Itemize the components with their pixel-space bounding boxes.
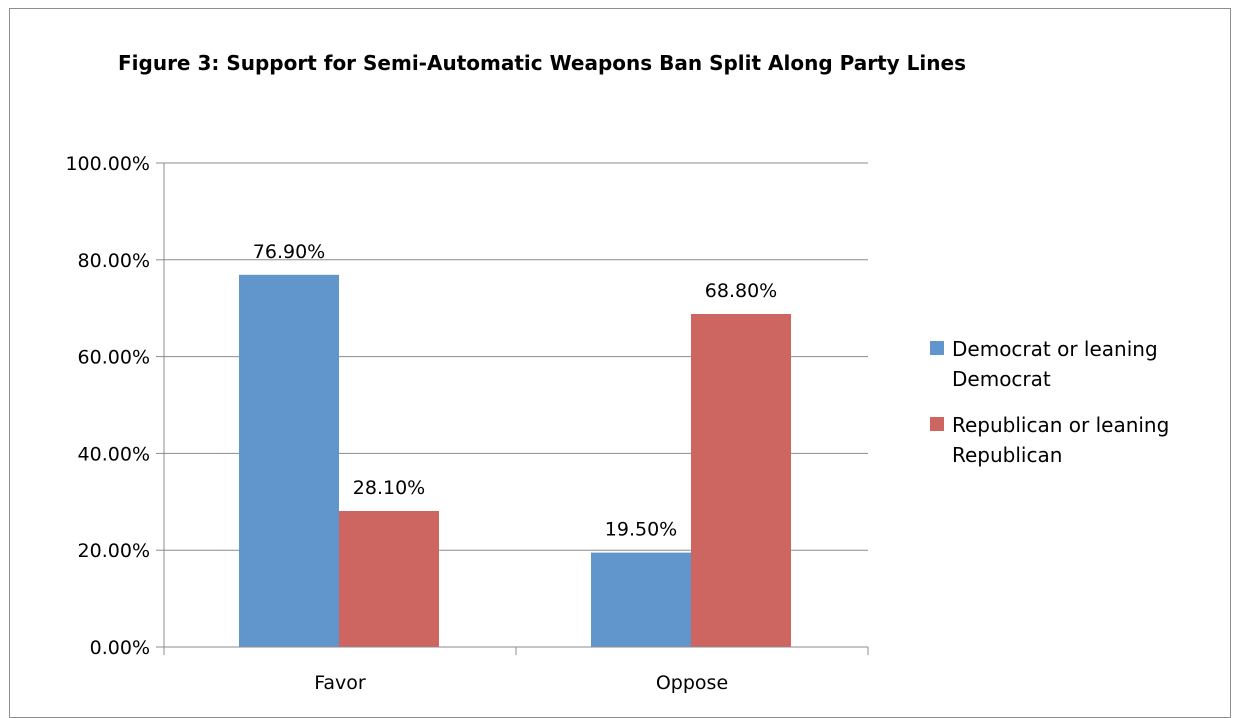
bars [239, 274, 791, 647]
y-tick-label: 100.00% [65, 153, 150, 175]
legend-swatch [930, 417, 944, 431]
chart-title: Figure 3: Support for Semi-Automatic Wea… [118, 51, 966, 75]
y-tick-label: 40.00% [78, 443, 150, 465]
legend-label: Republican or leaning [952, 413, 1169, 437]
legend-swatch [930, 341, 944, 355]
data-labels: 76.90% 28.10% 19.50% 68.80% [253, 241, 777, 541]
bar-favor-series-1 [339, 510, 439, 647]
data-label: 76.90% [253, 241, 325, 263]
y-tick-label: 20.00% [78, 540, 150, 562]
x-tick-label: Favor [314, 672, 366, 694]
y-tick-label: 80.00% [78, 250, 150, 272]
legend: Democrat or leaning Democrat Republican or… [930, 337, 1169, 467]
data-label: 68.80% [705, 280, 777, 302]
legend-label: Republican [952, 443, 1062, 467]
data-label: 19.50% [605, 519, 677, 541]
bar-oppose-series-0 [591, 552, 691, 647]
y-tick-label: 0.00% [90, 637, 150, 659]
legend-label: Democrat [952, 367, 1051, 391]
bar-favor-series-0 [239, 274, 339, 647]
x-tick-label: Oppose [656, 672, 728, 694]
bar-oppose-series-1 [691, 314, 791, 647]
axes: 0.00% 20.00% 40.00% 60.00% 80.00% 100.00% Favo… [65, 153, 869, 694]
y-tick-label: 60.00% [78, 347, 150, 369]
data-label: 28.10% [353, 477, 425, 499]
legend-label: Democrat or leaning [952, 337, 1158, 361]
